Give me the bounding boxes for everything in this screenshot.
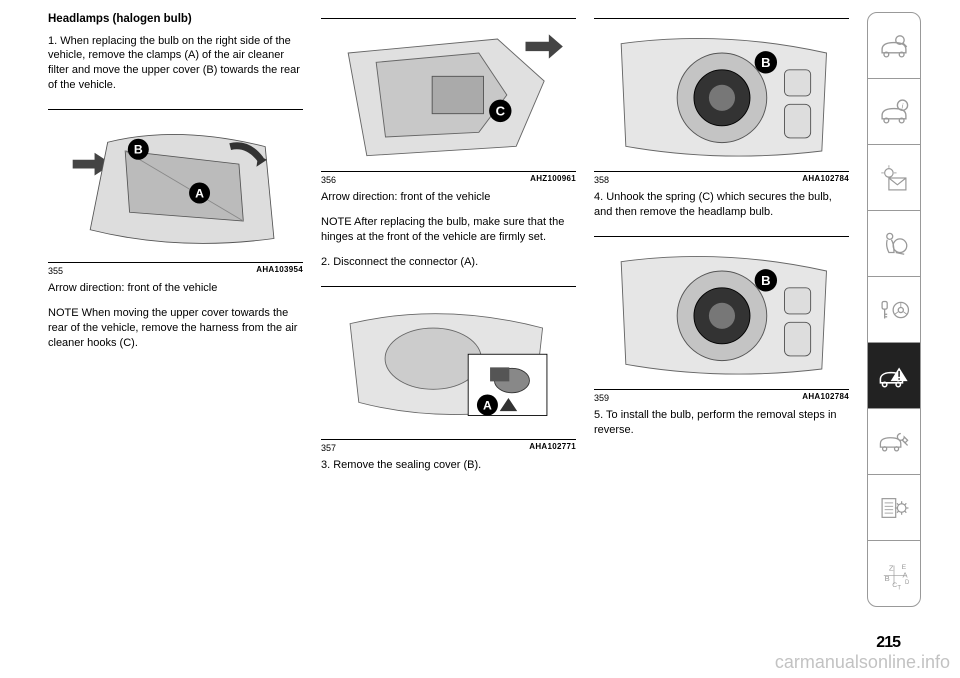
tab-techdata[interactable] bbox=[868, 475, 920, 541]
index-icon: ZEBADCT bbox=[877, 557, 911, 591]
car-warn-icon bbox=[877, 359, 911, 393]
figure-number: 359 bbox=[594, 392, 609, 404]
svg-text:T: T bbox=[897, 585, 901, 591]
tab-safety[interactable]: i bbox=[868, 79, 920, 145]
body-text: NOTE After replacing the bulb, make sure… bbox=[321, 215, 576, 245]
figure-code: AHZ100961 bbox=[530, 174, 576, 186]
figure-357-img: A bbox=[321, 293, 576, 433]
car-info-icon: i bbox=[877, 95, 911, 129]
svg-text:A: A bbox=[195, 186, 204, 200]
figure-number: 355 bbox=[48, 265, 63, 277]
figure-code: AHA103954 bbox=[256, 265, 303, 277]
tab-airbag[interactable] bbox=[868, 211, 920, 277]
body-text: 3. Remove the sealing cover (B). bbox=[321, 458, 576, 473]
svg-text:B: B bbox=[134, 143, 143, 157]
figure-number: 357 bbox=[321, 442, 336, 454]
key-wheel-icon bbox=[877, 293, 911, 327]
figure-number: 358 bbox=[594, 174, 609, 186]
svg-text:i: i bbox=[902, 101, 904, 110]
list-gear-icon bbox=[877, 491, 911, 525]
figure-359: B 359 AHA102784 bbox=[594, 236, 849, 404]
body-text: 1. When replacing the bulb on the right … bbox=[48, 34, 303, 93]
svg-text:D: D bbox=[905, 580, 909, 586]
svg-text:A: A bbox=[483, 398, 492, 412]
figure-355-img: A B bbox=[48, 116, 303, 256]
figure-358-img: B bbox=[594, 25, 849, 165]
tab-emergency[interactable] bbox=[868, 343, 920, 409]
tab-know-car[interactable] bbox=[868, 13, 920, 79]
figure-355: A B 355 AHA103954 bbox=[48, 109, 303, 277]
figure-356: C 356 AHZ100961 bbox=[321, 18, 576, 186]
svg-text:B: B bbox=[761, 55, 770, 70]
figure-358: B 358 AHA102784 bbox=[594, 18, 849, 186]
svg-text:B: B bbox=[885, 573, 890, 582]
svg-text:Z: Z bbox=[889, 563, 894, 572]
figure-number: 356 bbox=[321, 174, 336, 186]
watermark: carmanualsonline.info bbox=[775, 650, 950, 674]
body-text: NOTE When moving the upper cover towards… bbox=[48, 306, 303, 351]
car-wrench-icon bbox=[877, 425, 911, 459]
light-mail-icon bbox=[877, 161, 911, 195]
body-text: 2. Disconnect the connector (A). bbox=[321, 255, 576, 270]
body-text: Arrow direction: front of the vehicle bbox=[48, 281, 303, 296]
figure-357: A 357 AHA102771 bbox=[321, 286, 576, 454]
tab-maintenance[interactable] bbox=[868, 409, 920, 475]
svg-text:B: B bbox=[761, 273, 770, 288]
figure-code: AHA102771 bbox=[529, 442, 576, 454]
airbag-icon bbox=[877, 227, 911, 261]
column-1: Headlamps (halogen bulb) 1. When replaci… bbox=[48, 12, 303, 607]
tab-key-wheel[interactable] bbox=[868, 277, 920, 343]
car-search-icon bbox=[877, 29, 911, 63]
tab-index[interactable]: ZEBADCT bbox=[868, 541, 920, 606]
figure-356-img: C bbox=[321, 25, 576, 165]
figure-359-img: B bbox=[594, 243, 849, 383]
column-2: C 356 AHZ100961 Arrow direction: front o… bbox=[321, 12, 576, 607]
tab-starting[interactable] bbox=[868, 145, 920, 211]
svg-text:C: C bbox=[496, 104, 506, 119]
section-tabs: i ZEBADCT bbox=[867, 12, 921, 607]
column-3: B 358 AHA102784 4. Unhook the spring (C)… bbox=[594, 12, 849, 607]
svg-text:C: C bbox=[892, 581, 897, 588]
body-text: 4. Unhook the spring (C) which secures t… bbox=[594, 190, 849, 220]
section-heading: Headlamps (halogen bulb) bbox=[48, 12, 303, 28]
body-text: 5. To install the bulb, perform the remo… bbox=[594, 408, 849, 438]
figure-code: AHA102784 bbox=[802, 174, 849, 186]
svg-text:A: A bbox=[903, 570, 909, 579]
figure-code: AHA102784 bbox=[802, 392, 849, 404]
body-text: Arrow direction: front of the vehicle bbox=[321, 190, 576, 205]
